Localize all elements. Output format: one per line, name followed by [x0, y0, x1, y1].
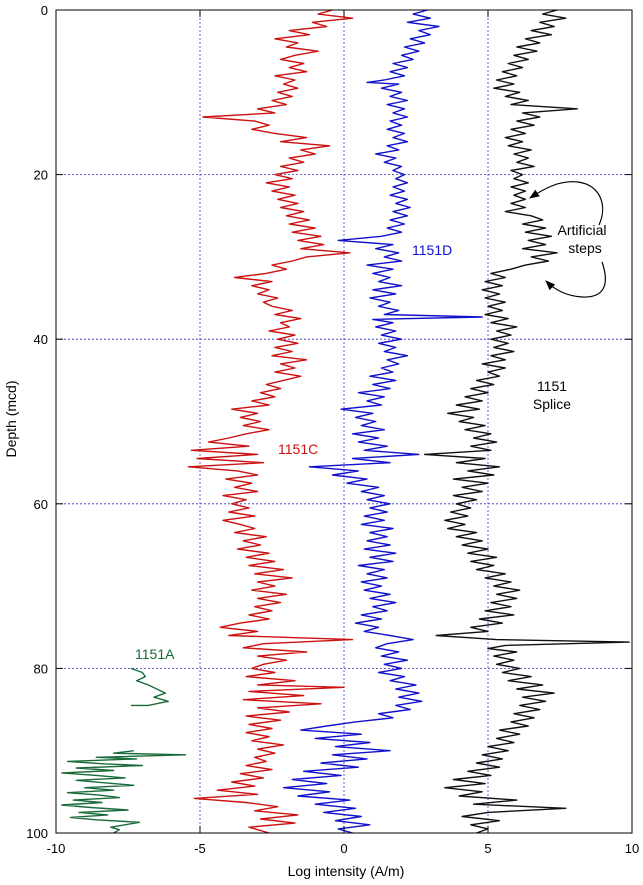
y-tick-label: 60	[34, 497, 48, 512]
label-1151c: 1151C	[278, 441, 318, 457]
y-tick-label: 80	[34, 661, 48, 676]
y-tick-label: 0	[41, 3, 48, 18]
series-line-1151d	[282, 9, 483, 834]
x-tick-label: 10	[625, 841, 639, 856]
label-steps-line1: Artificial	[557, 222, 606, 238]
x-tick-label: -10	[47, 841, 66, 856]
series-line-1151-splice	[423, 9, 630, 834]
series-line-1151c	[187, 9, 354, 834]
label-1151d: 1151D	[412, 242, 452, 258]
series-lines	[61, 9, 630, 834]
y-tick-label: 100	[26, 826, 48, 841]
grid-lines	[56, 10, 632, 833]
y-axis-title: Depth (mcd)	[3, 380, 19, 457]
x-tick-label: 5	[484, 841, 491, 856]
label-1151a: 1151A	[135, 646, 175, 662]
steps-arrow-upper	[529, 181, 604, 226]
series-line-1151a	[61, 667, 187, 834]
steps-arrow-lower	[545, 261, 606, 298]
label-splice-line2: Splice	[533, 396, 571, 412]
label-splice-line1: 1151	[537, 378, 567, 394]
y-tick-label: 20	[34, 168, 48, 183]
x-tick-label: 0	[340, 841, 347, 856]
y-tick-label: 40	[34, 332, 48, 347]
x-axis-title: Log intensity (A/m)	[288, 863, 405, 879]
label-steps-line2: steps	[568, 240, 601, 256]
x-tick-label: -5	[194, 841, 206, 856]
